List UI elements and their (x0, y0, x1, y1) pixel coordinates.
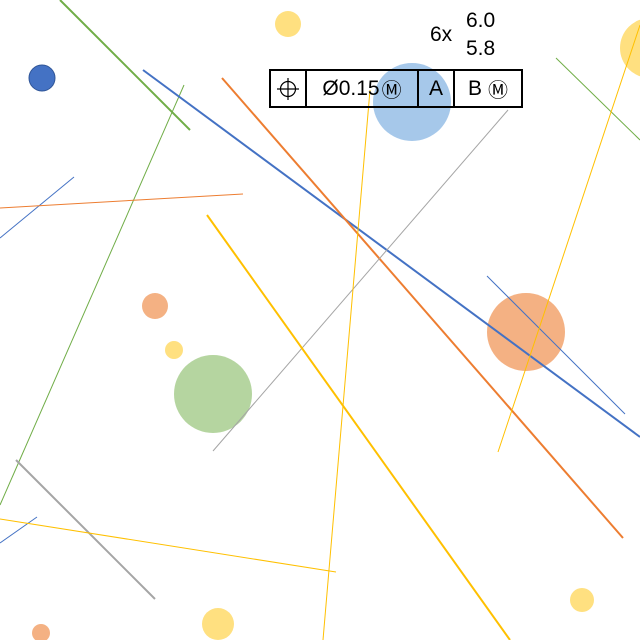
line-yellow (0, 518, 337, 573)
dot-orange (487, 293, 565, 371)
dot-yellow (275, 11, 301, 37)
line-orange (221, 77, 624, 539)
line-blue (0, 516, 38, 544)
dot-green (174, 355, 252, 433)
primary-datum-cell: A (419, 71, 455, 106)
feature-control-frame: Ø0.15 Ⓜ A B Ⓜ (269, 69, 523, 108)
tolerance-cell: Ø0.15 Ⓜ (307, 71, 419, 106)
mmc-modifier-icon: Ⓜ (488, 80, 508, 102)
line-yellow (322, 89, 371, 640)
dot-blue (28, 64, 56, 92)
mmc-modifier-icon: Ⓜ (381, 80, 402, 102)
geometric-characteristic-cell (271, 71, 307, 106)
position-icon (277, 77, 299, 100)
primary-datum: A (428, 76, 443, 100)
secondary-datum-cell: B Ⓜ (455, 71, 521, 106)
dot-yellow (202, 608, 234, 640)
dot-yellow (570, 588, 594, 612)
size-lower-limit: 5.8 (466, 37, 496, 60)
line-blue (142, 69, 640, 438)
secondary-datum: B (467, 76, 482, 100)
line-gray (212, 109, 509, 452)
pattern-count: 6x (430, 23, 453, 46)
line-green (0, 84, 185, 506)
line-blue (486, 275, 626, 415)
line-green (555, 57, 640, 141)
line-yellow (497, 24, 640, 453)
line-yellow (206, 214, 511, 640)
dot-yellow (620, 19, 640, 77)
line-gray (15, 459, 156, 600)
tolerance-value: Ø0.15 (322, 76, 380, 100)
dot-orange (32, 624, 50, 640)
line-orange (0, 193, 244, 209)
dot-yellow (165, 341, 183, 359)
line-blue (0, 176, 75, 239)
dot-light-blue (373, 63, 451, 141)
size-upper-limit: 6.0 (466, 9, 496, 32)
size-tolerance-stack: 6.0 5.8 (466, 7, 495, 63)
dot-orange (142, 293, 168, 319)
line-green (59, 0, 191, 131)
